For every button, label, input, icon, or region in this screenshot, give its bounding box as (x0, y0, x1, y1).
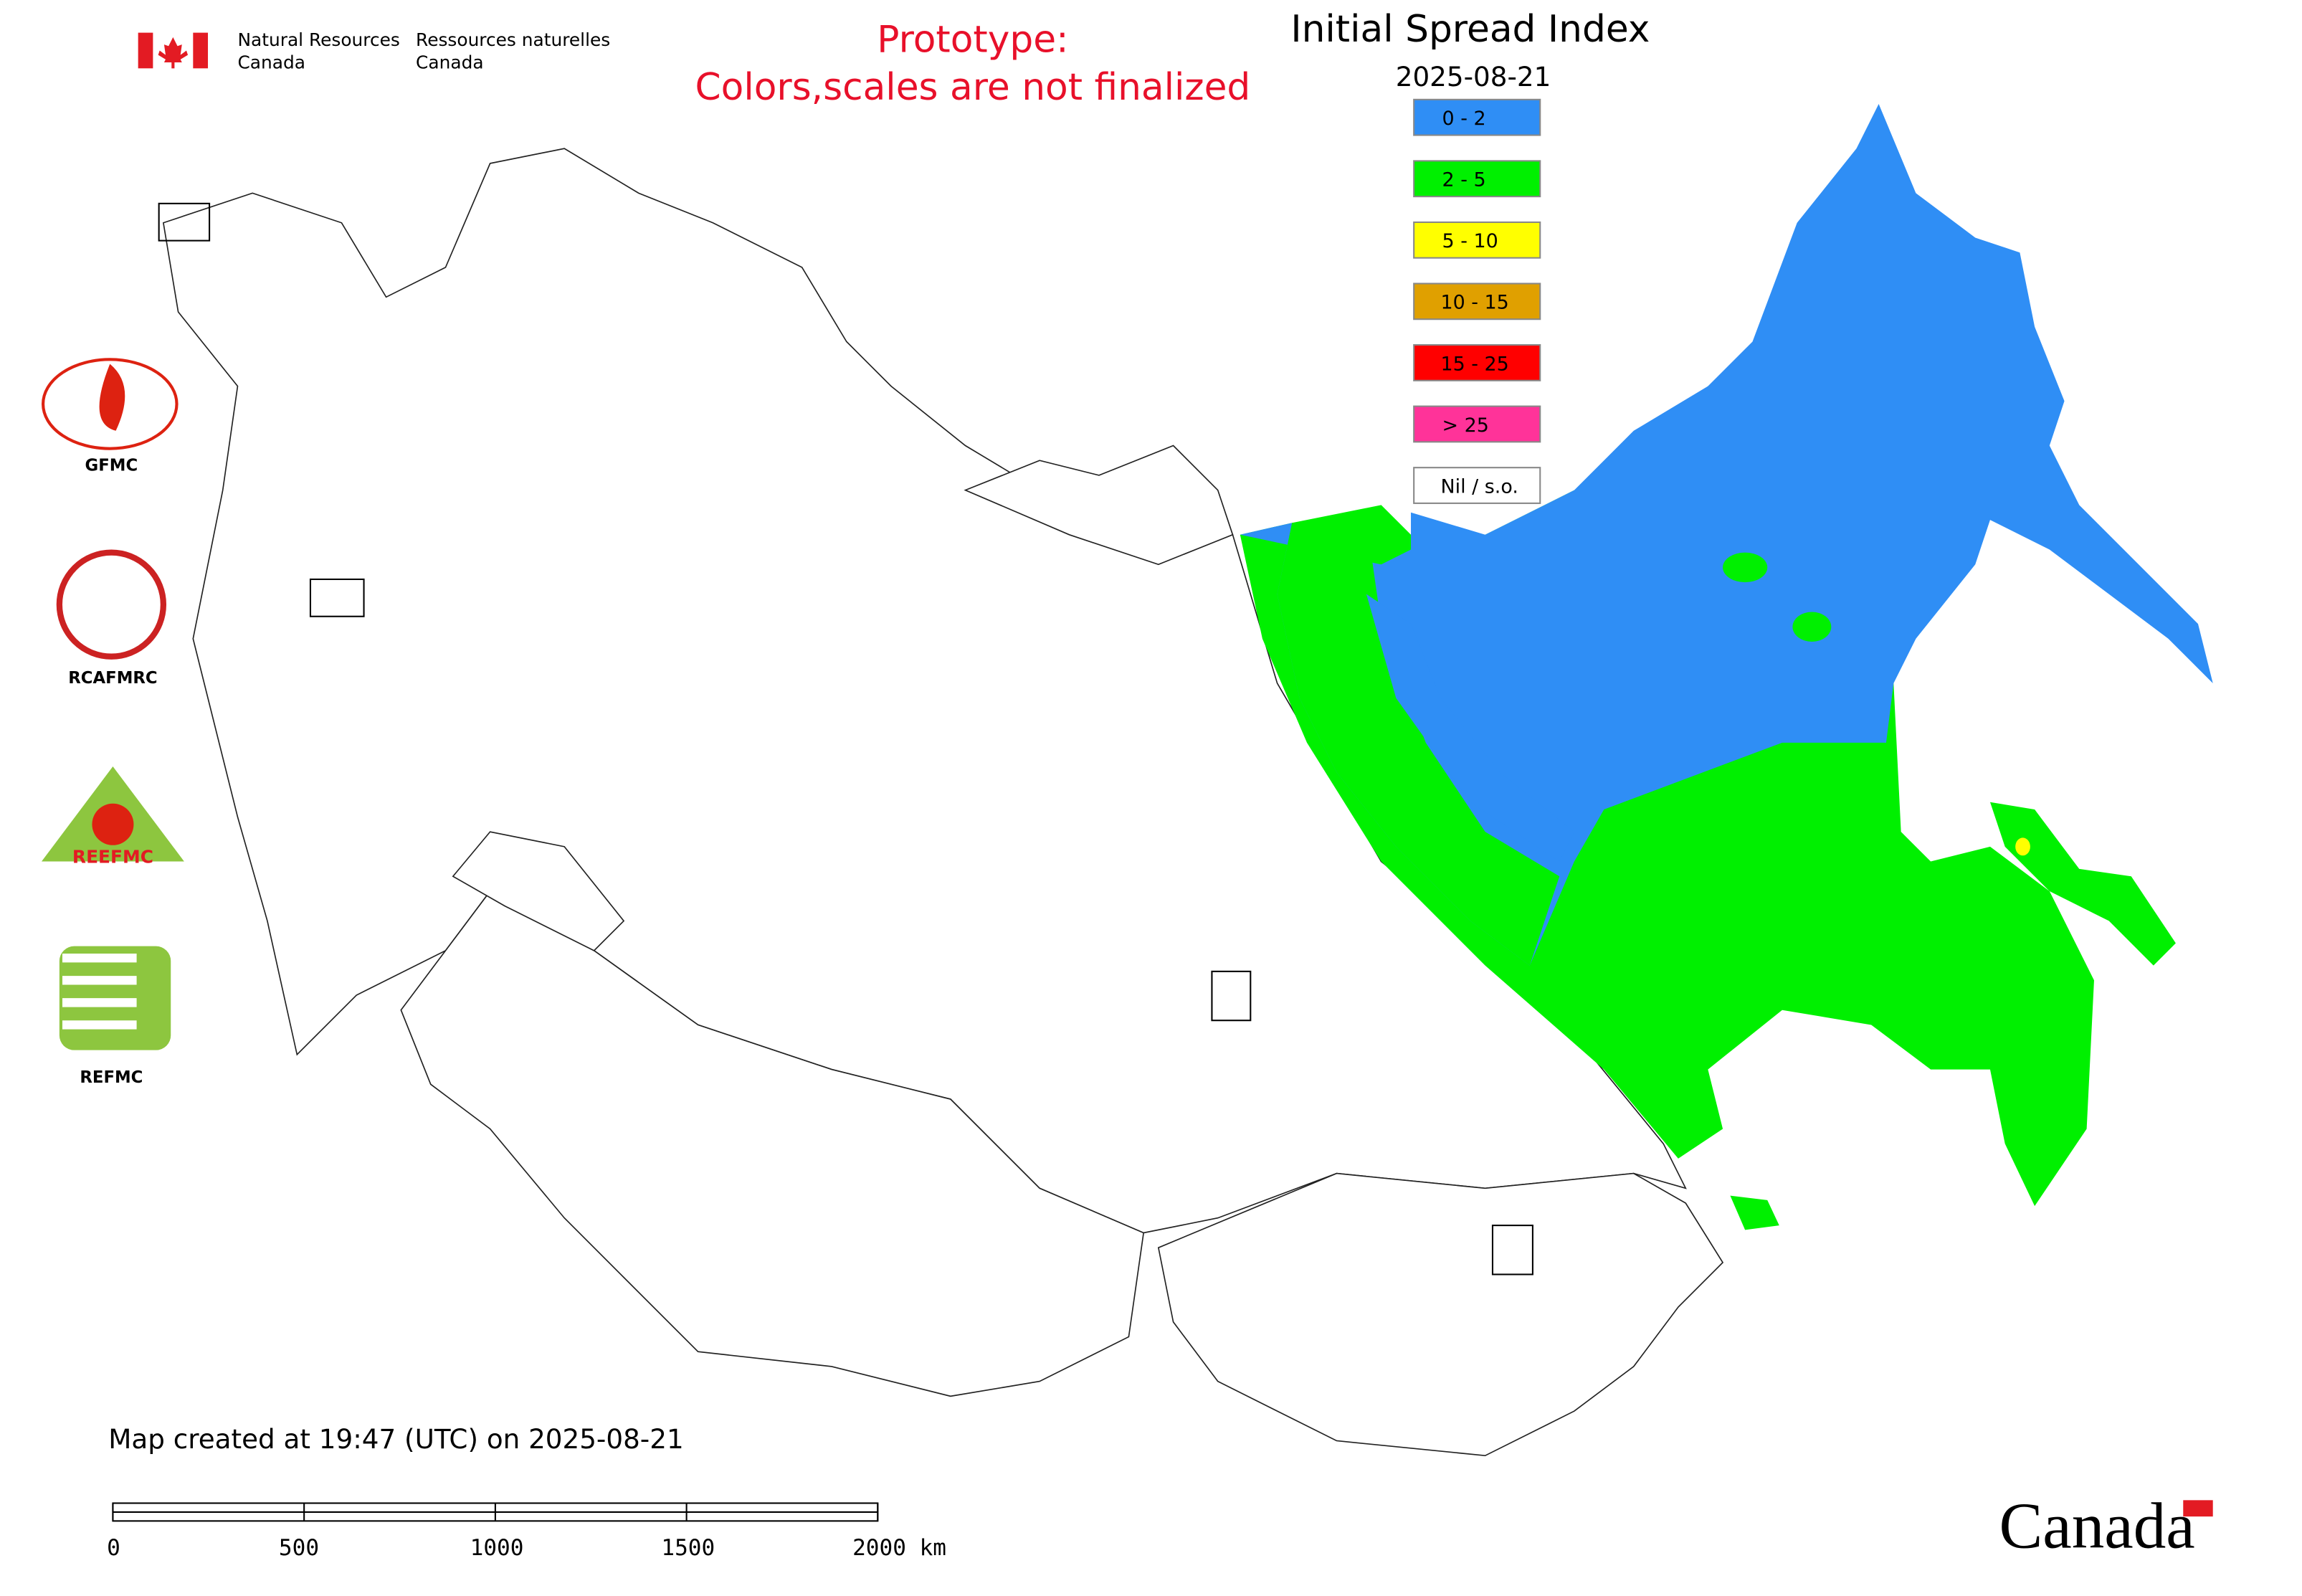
isi-region (1277, 520, 1560, 966)
canada-flag (138, 32, 209, 69)
legend-label: Nil / s.o. (1440, 475, 1518, 498)
legend-label: 0 - 2 (1442, 108, 1486, 130)
map-date: 2025-08-21 (1396, 61, 1551, 92)
legend-swatch (1413, 98, 1541, 136)
scale-label: 0 (107, 1535, 120, 1561)
legend-swatch (1413, 221, 1541, 259)
prototype-notice: Colors,scales are not finalized (695, 66, 1251, 109)
logo-label: REEFMC (72, 847, 153, 868)
scale-bar: 0 500 1000 1500 2000 km (107, 1502, 946, 1561)
agency-fr: Ressources naturelles (416, 29, 610, 50)
prototype-notice: Prototype: (877, 19, 1068, 62)
wordmark-flag (2183, 1500, 2213, 1517)
isi-region (2015, 837, 2030, 856)
legend-swatch (1413, 405, 1541, 443)
agency-fr: Canada (416, 52, 484, 72)
map-title: Initial Spread Index (1290, 8, 1650, 51)
legend-label: 10 - 15 (1440, 292, 1508, 314)
isi-region (1723, 552, 1768, 583)
legend-swatch (1413, 344, 1541, 381)
logo-label: RCAFMRC (68, 669, 157, 688)
scale-label: 1000 (470, 1535, 524, 1561)
isi-region (1989, 802, 2176, 966)
legend: 0 - 2 2 - 5 5 - 10 10 - 15 15 - 25 > 25 Nil / … (1413, 98, 1541, 504)
logo-label: GFMC (85, 457, 138, 475)
isi-region (1730, 1195, 1779, 1230)
scale-label: 1500 (661, 1535, 715, 1561)
scale-label: 2000 km (852, 1535, 946, 1561)
legend-label: 5 - 10 (1442, 230, 1498, 252)
index-fill (1240, 104, 2213, 1230)
footer-note: Map created at 19:47 (UTC) on 2025-08-21 (108, 1423, 683, 1455)
legend-label: 2 - 5 (1442, 169, 1486, 191)
legend-swatch (1413, 160, 1541, 198)
legend-label: > 25 (1442, 414, 1489, 437)
legend-swatch (1413, 467, 1541, 504)
agency-en: Canada (237, 52, 305, 72)
legend-swatch (1413, 282, 1541, 320)
logo-label: REFMC (80, 1068, 143, 1087)
logo-icons (42, 202, 1533, 1276)
scale-label: 500 (279, 1535, 319, 1561)
isi-region (1366, 594, 1574, 862)
legend-label: 15 - 25 (1440, 353, 1508, 375)
isi-region (1240, 104, 2213, 966)
country-outlines (162, 148, 1724, 1457)
agency-en: Natural Resources (237, 29, 399, 50)
isi-region (1792, 612, 1832, 642)
canada-wordmark: Canada (1999, 1490, 2194, 1562)
